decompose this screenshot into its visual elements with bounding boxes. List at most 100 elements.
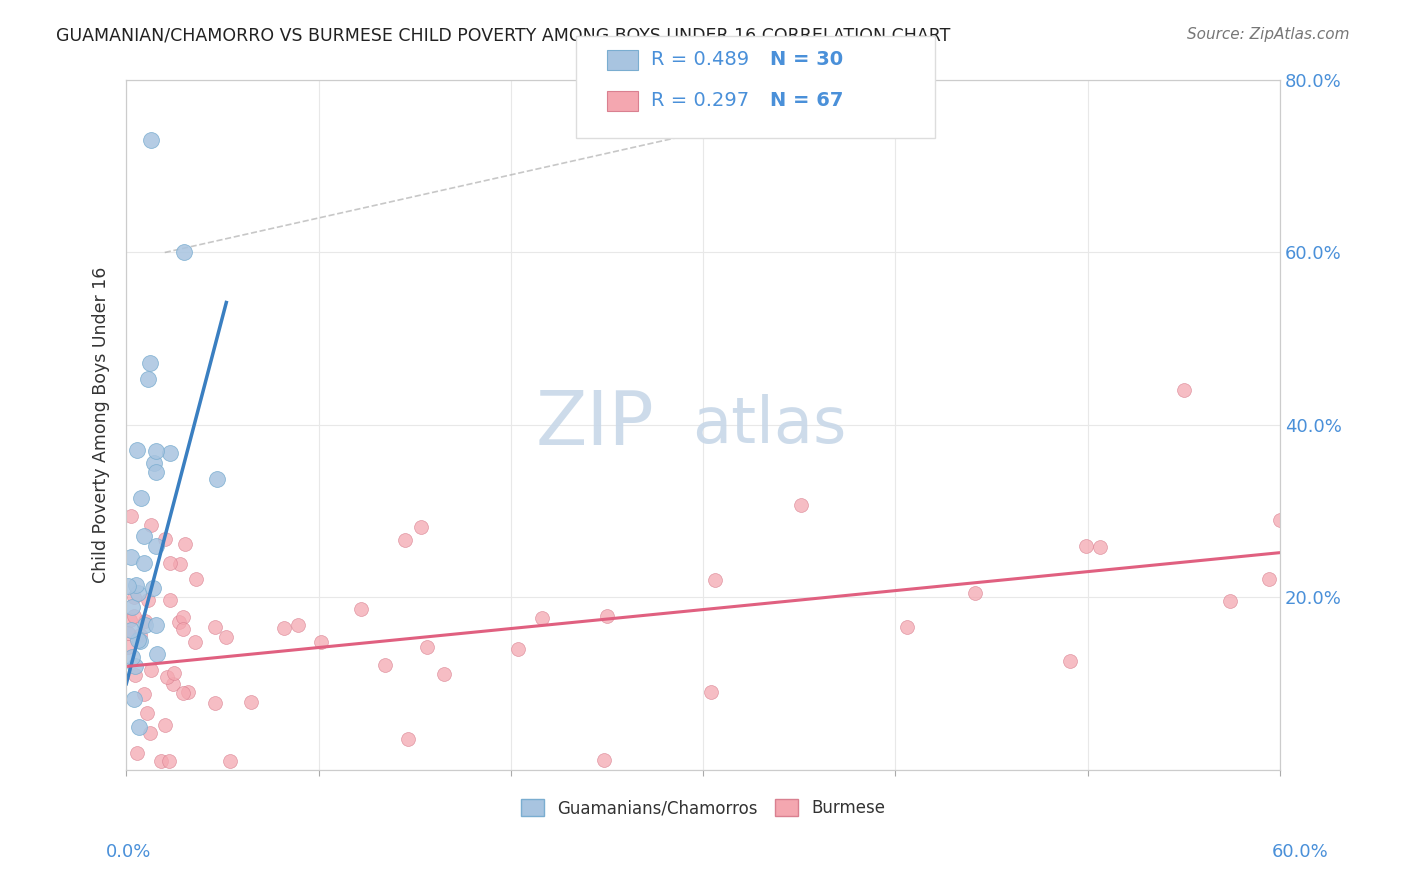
Text: GUAMANIAN/CHAMORRO VS BURMESE CHILD POVERTY AMONG BOYS UNDER 16 CORRELATION CHAR: GUAMANIAN/CHAMORRO VS BURMESE CHILD POVE… xyxy=(56,27,950,45)
Point xyxy=(156,670,179,684)
Point xyxy=(128,634,150,648)
Point xyxy=(163,665,186,680)
Point xyxy=(125,746,148,760)
Point xyxy=(124,659,146,673)
Point xyxy=(120,623,142,637)
Point xyxy=(134,617,156,632)
Point xyxy=(1088,541,1111,555)
Point xyxy=(207,471,229,485)
Point xyxy=(132,556,155,570)
Point xyxy=(125,578,148,592)
Point xyxy=(508,641,530,656)
Point xyxy=(1288,720,1310,734)
Point xyxy=(215,630,238,644)
Point xyxy=(169,615,191,630)
Text: ZIP: ZIP xyxy=(536,389,655,461)
Point xyxy=(174,537,197,551)
Point xyxy=(173,245,195,260)
Point xyxy=(374,658,396,673)
Point xyxy=(596,608,619,623)
Point xyxy=(122,608,145,623)
Point xyxy=(177,684,200,698)
Point xyxy=(138,356,160,370)
Point xyxy=(790,498,813,512)
Point xyxy=(142,456,165,470)
Point xyxy=(700,685,723,699)
Point xyxy=(131,491,153,506)
Point xyxy=(350,601,373,615)
Point xyxy=(162,676,184,690)
Point xyxy=(219,755,242,769)
Text: atlas: atlas xyxy=(692,394,846,456)
Point xyxy=(1268,513,1291,527)
Legend: Guamanians/Chamorros, Burmese: Guamanians/Chamorros, Burmese xyxy=(515,792,891,824)
Point xyxy=(145,465,167,479)
Point xyxy=(1219,593,1241,607)
Point xyxy=(146,647,169,661)
Point xyxy=(136,372,159,386)
Point xyxy=(287,618,309,632)
Point xyxy=(204,696,226,710)
Text: 0.0%: 0.0% xyxy=(105,843,150,861)
Point xyxy=(124,667,146,681)
Point xyxy=(139,663,162,677)
Point xyxy=(136,593,159,607)
Point xyxy=(134,614,156,628)
Point xyxy=(159,592,181,607)
Point xyxy=(169,557,191,571)
Point xyxy=(1059,654,1081,668)
Point xyxy=(172,686,194,700)
Point xyxy=(433,667,456,681)
Point xyxy=(153,718,176,732)
Point xyxy=(136,706,159,721)
Point xyxy=(139,518,162,533)
Y-axis label: Child Poverty Among Boys Under 16: Child Poverty Among Boys Under 16 xyxy=(93,267,110,583)
Text: N = 67: N = 67 xyxy=(770,91,844,111)
Point xyxy=(704,573,727,587)
Point xyxy=(124,591,146,605)
Point xyxy=(122,692,145,706)
Point xyxy=(145,617,167,632)
Text: 60.0%: 60.0% xyxy=(1272,843,1329,861)
Text: R = 0.489: R = 0.489 xyxy=(651,50,749,70)
Point xyxy=(1074,539,1097,553)
Point xyxy=(121,649,143,664)
Point xyxy=(309,635,332,649)
Point xyxy=(149,755,172,769)
Point xyxy=(128,720,150,734)
Point xyxy=(127,586,149,600)
Point xyxy=(117,640,139,655)
Point xyxy=(172,609,194,624)
Point xyxy=(159,446,181,460)
Point xyxy=(142,581,165,595)
Point xyxy=(132,687,155,701)
Point xyxy=(172,622,194,636)
Point xyxy=(120,613,142,627)
Text: Source: ZipAtlas.com: Source: ZipAtlas.com xyxy=(1187,27,1350,42)
Text: N = 30: N = 30 xyxy=(770,50,844,70)
Point xyxy=(1301,653,1323,667)
Point xyxy=(157,755,180,769)
Point xyxy=(117,625,139,640)
Point xyxy=(117,579,139,593)
Text: R = 0.297: R = 0.297 xyxy=(651,91,749,111)
Point xyxy=(593,753,616,767)
Point xyxy=(396,732,419,747)
Point xyxy=(120,549,142,564)
Point xyxy=(239,695,262,709)
Point xyxy=(409,520,432,534)
Point xyxy=(1258,572,1281,586)
Point xyxy=(896,620,918,634)
Point xyxy=(394,533,416,547)
Point xyxy=(159,556,181,570)
Point xyxy=(204,620,226,634)
Point xyxy=(141,133,163,147)
Point xyxy=(1173,384,1195,398)
Point xyxy=(416,640,439,655)
Point xyxy=(139,726,162,740)
Point xyxy=(145,539,167,553)
Point xyxy=(125,443,148,458)
Point xyxy=(128,628,150,642)
Point xyxy=(965,586,987,600)
Point xyxy=(120,508,142,523)
